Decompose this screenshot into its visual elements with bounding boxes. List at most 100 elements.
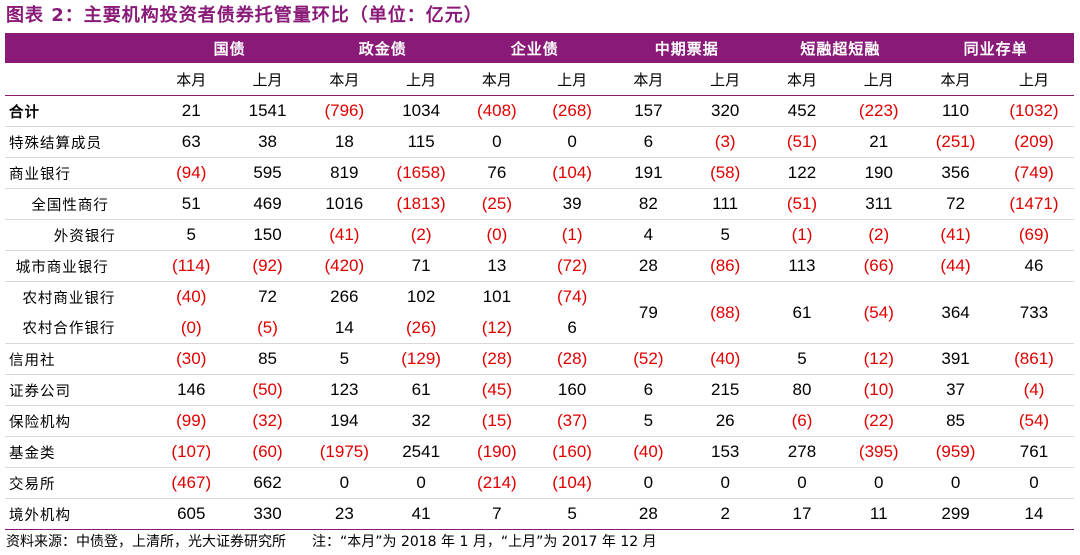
value-cell: 0 bbox=[686, 467, 764, 499]
row-label: 农村合作银行 bbox=[5, 312, 154, 344]
sub-header: 本月 bbox=[763, 63, 841, 96]
value-cell: 761 bbox=[993, 436, 1074, 468]
value-cell: 123 bbox=[305, 374, 383, 406]
group-header: 同业存单 bbox=[917, 33, 1074, 63]
value-cell: 14 bbox=[993, 498, 1074, 530]
value-cell: 14 bbox=[305, 312, 383, 344]
value-cell: 0 bbox=[459, 126, 535, 158]
value-cell: 356 bbox=[917, 157, 994, 189]
value-cell: 819 bbox=[305, 157, 383, 189]
value-cell: 18 bbox=[305, 126, 383, 158]
value-cell: (37) bbox=[534, 405, 610, 437]
value-cell: 1016 bbox=[305, 188, 383, 220]
value-cell: (12) bbox=[840, 343, 918, 375]
value-cell: 266 bbox=[330, 287, 359, 307]
table-row: 特殊结算成员 63 38 18 115 0 0 6 (3) (51) 21 (251) (209) bbox=[5, 126, 1074, 158]
sub-header: 上月 bbox=[993, 63, 1074, 96]
row-label: 农村商业银行 bbox=[22, 290, 116, 307]
value-cell: (41) bbox=[305, 219, 383, 251]
value-cell: 63 bbox=[153, 126, 230, 158]
table-row: 合计 21 1541 (796) 1034 (408) (268) 157 320 452 (223… bbox=[5, 95, 1074, 127]
sub-header: 上月 bbox=[229, 63, 306, 96]
group-header: 短融超短融 bbox=[763, 33, 918, 63]
value-cell: 85 bbox=[229, 343, 306, 375]
value-cell: 21 bbox=[153, 95, 230, 127]
value-cell: (74) bbox=[557, 287, 588, 307]
value-cell: (0) bbox=[153, 312, 230, 344]
value-cell: (749) bbox=[993, 157, 1074, 189]
corner-header bbox=[5, 33, 154, 63]
value-cell: 82 bbox=[610, 188, 687, 220]
merged-value-cell: 79 bbox=[610, 281, 687, 344]
row-label: 商业银行 bbox=[5, 157, 154, 189]
value-cell: 5 bbox=[153, 219, 230, 251]
value-cell: 23 bbox=[305, 498, 383, 530]
table-title: 图表 2：主要机构投资者债券托管量环比（单位：亿元） bbox=[6, 5, 483, 26]
row-label: 保险机构 bbox=[5, 405, 154, 437]
value-cell: (214) bbox=[459, 467, 535, 499]
value-cell: (28) bbox=[459, 343, 535, 375]
value-cell: (54) bbox=[993, 405, 1074, 437]
value-cell: 311 bbox=[840, 188, 918, 220]
table-row: 农村合作银行 (0) (5) 14 (26) (12) 6 bbox=[5, 312, 1074, 344]
table-row: 保险机构 (99) (32) 194 32 (15) (37) 5 26 (6) (22) 85 (54… bbox=[5, 405, 1074, 437]
value-cell: 2541 bbox=[382, 436, 460, 468]
row-label: 证券公司 bbox=[5, 374, 154, 406]
value-cell: (40) bbox=[686, 343, 764, 375]
value-cell: 191 bbox=[610, 157, 687, 189]
value-cell: (1471) bbox=[993, 188, 1074, 220]
value-cell: 28 bbox=[610, 498, 687, 530]
value-cell: 1541 bbox=[229, 95, 306, 127]
table-row: 信用社 (30) 85 5 (129) (28) (28) (52) (40) 5 (12) 391(… bbox=[5, 343, 1074, 375]
sub-header: 上月 bbox=[534, 63, 610, 96]
table-row: 交易所 (467) 662 0 0 (214) (104) 0 0 0 0 0 0 bbox=[5, 467, 1074, 499]
sub-header: 上月 bbox=[686, 63, 764, 96]
value-cell: 6 bbox=[534, 312, 610, 344]
sub-header: 本月 bbox=[459, 63, 535, 96]
value-cell: (58) bbox=[686, 157, 764, 189]
value-cell: 595 bbox=[229, 157, 306, 189]
value-cell: 391 bbox=[917, 343, 994, 375]
value-cell: 153 bbox=[686, 436, 764, 468]
table-row: 证券公司 146 (50) 123 61 (45) 160 6 215 80 (10) 37 (4) bbox=[5, 374, 1074, 406]
value-cell: (1032) bbox=[993, 95, 1074, 127]
value-cell: 85 bbox=[917, 405, 994, 437]
merged-value-cell: 364 bbox=[917, 281, 994, 344]
table-row: 城市商业银行 (114) (92) (420) 71 13 (72) 28 (86) 113 (66… bbox=[5, 250, 1074, 282]
value-cell: (22) bbox=[840, 405, 918, 437]
table-row: 外资银行 5 150 (41) (2) (0) (1) 4 5 (1) (2) (41) (69) bbox=[5, 219, 1074, 251]
table-body: 合计 21 1541 (796) 1034 (408) (268) 157 320 452 (223… bbox=[5, 95, 1074, 530]
value-cell: (15) bbox=[459, 405, 535, 437]
value-cell: 662 bbox=[229, 467, 306, 499]
value-cell: 0 bbox=[534, 126, 610, 158]
value-cell: (209) bbox=[993, 126, 1074, 158]
value-cell: (796) bbox=[305, 95, 383, 127]
value-cell: 0 bbox=[993, 467, 1074, 499]
value-cell: 6 bbox=[610, 126, 687, 158]
value-cell: 37 bbox=[917, 374, 994, 406]
value-cell: 71 bbox=[382, 250, 460, 282]
value-cell: (32) bbox=[229, 405, 306, 437]
value-cell: (2) bbox=[840, 219, 918, 251]
merged-value-cell: 61 bbox=[763, 281, 841, 344]
value-cell: 2 bbox=[686, 498, 764, 530]
value-cell: (104) bbox=[534, 157, 610, 189]
value-cell: 113 bbox=[763, 250, 841, 282]
table-row: 商业银行 (94) 595 819 (1658) 76 (104) 191 (58) 122 190… bbox=[5, 157, 1074, 189]
value-cell: 194 bbox=[305, 405, 383, 437]
row-label: 合计 bbox=[5, 95, 154, 127]
value-cell: 115 bbox=[382, 126, 460, 158]
value-cell: 320 bbox=[686, 95, 764, 127]
merged-value-cell: (88) bbox=[686, 281, 764, 344]
value-cell: (72) bbox=[534, 250, 610, 282]
value-cell: 157 bbox=[610, 95, 687, 127]
value-cell: 4 bbox=[610, 219, 687, 251]
value-cell: 110 bbox=[917, 95, 994, 127]
value-cell: 0 bbox=[763, 467, 841, 499]
value-cell: 469 bbox=[229, 188, 306, 220]
value-cell: (107) bbox=[153, 436, 230, 468]
value-cell: 0 bbox=[305, 467, 383, 499]
value-cell: 5 bbox=[305, 343, 383, 375]
value-cell: 1034 bbox=[382, 95, 460, 127]
table-row: 境外机构 605 330 23 41 7 5 28 2 17 11 299 14 bbox=[5, 498, 1074, 530]
